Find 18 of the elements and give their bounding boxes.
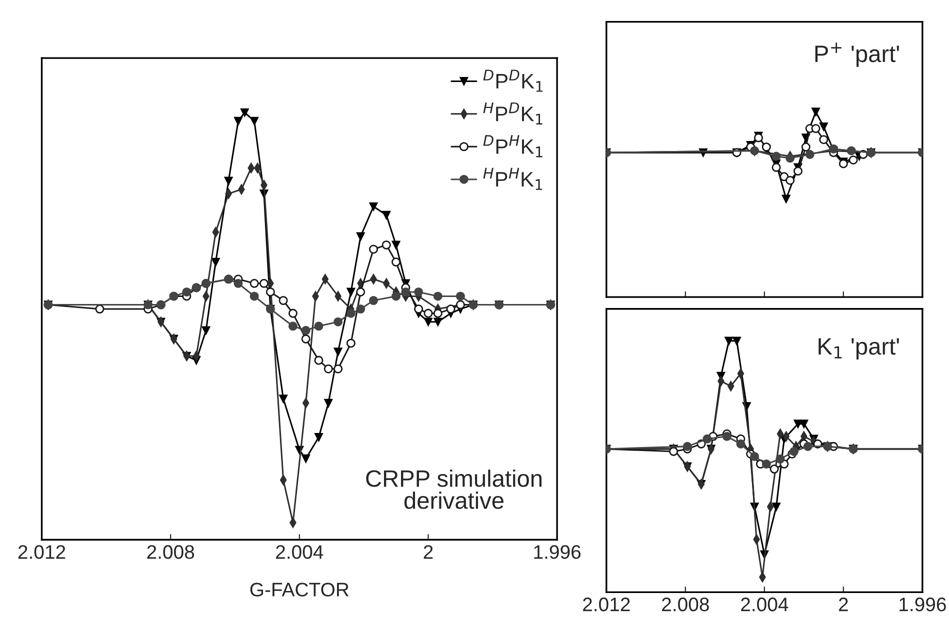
x-tick-label: 1.996 — [900, 598, 946, 612]
legend-label: $^{D}$P$^{H}$K$_{1}$ — [483, 135, 542, 158]
x-axis-title: G-FACTOR — [250, 582, 349, 596]
legend-label: $^{H}$P$^{H}$K$_{1}$ — [483, 168, 542, 190]
x-tick-label: 2.012 — [18, 545, 66, 559]
x-tick-label: 2.012 — [583, 598, 630, 612]
text: P$^{+}$ 'part' — [815, 42, 899, 67]
annotation: CRPP simulation derivative — [366, 470, 542, 509]
x-tick-label: 2.008 — [147, 545, 194, 559]
x-tick-label: 2.004 — [276, 545, 324, 559]
legend-label: $^{H}$P$^{D}$K$_{1}$ — [483, 102, 542, 124]
x-tick-label: 2.008 — [662, 598, 709, 612]
x-tick-label: 2 — [838, 598, 848, 612]
x-tick-label: 2 — [424, 545, 433, 559]
annotation: K$_{1}$ 'part' — [818, 338, 899, 360]
x-tick-label: 2.004 — [741, 598, 788, 612]
legend-label: $^{D}$P$^{D}$K$_{1}$ — [483, 70, 543, 92]
x-tick-label: 1.996 — [534, 545, 581, 559]
